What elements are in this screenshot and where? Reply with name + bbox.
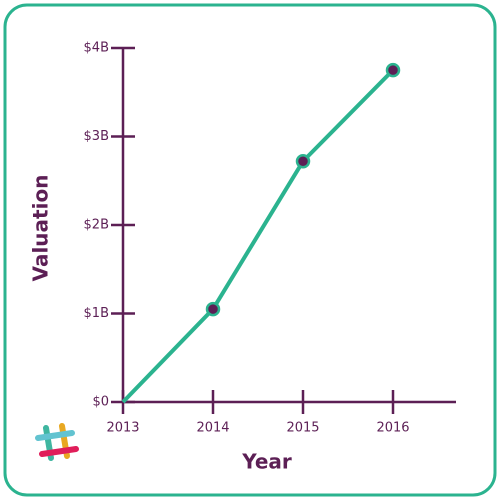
- y-tick-label: $3B: [84, 129, 109, 144]
- y-axis-label: Valuation: [29, 175, 53, 282]
- x-tick-label: 2015: [286, 421, 319, 436]
- x-tick-label: 2014: [196, 421, 229, 436]
- y-tick-label: $4B: [84, 41, 109, 56]
- x-tick-label: 2016: [376, 421, 409, 436]
- marker: [385, 62, 401, 78]
- y-tick-label: $1B: [84, 306, 109, 321]
- logo: [35, 423, 79, 461]
- marker: [205, 301, 221, 317]
- line: [121, 68, 395, 404]
- y-tick-label: $0: [92, 395, 109, 410]
- marker: [295, 154, 311, 169]
- y-tick-label: $2B: [84, 218, 109, 233]
- x-tick-label: 2013: [106, 421, 139, 436]
- x-axis-label: Year: [241, 450, 292, 474]
